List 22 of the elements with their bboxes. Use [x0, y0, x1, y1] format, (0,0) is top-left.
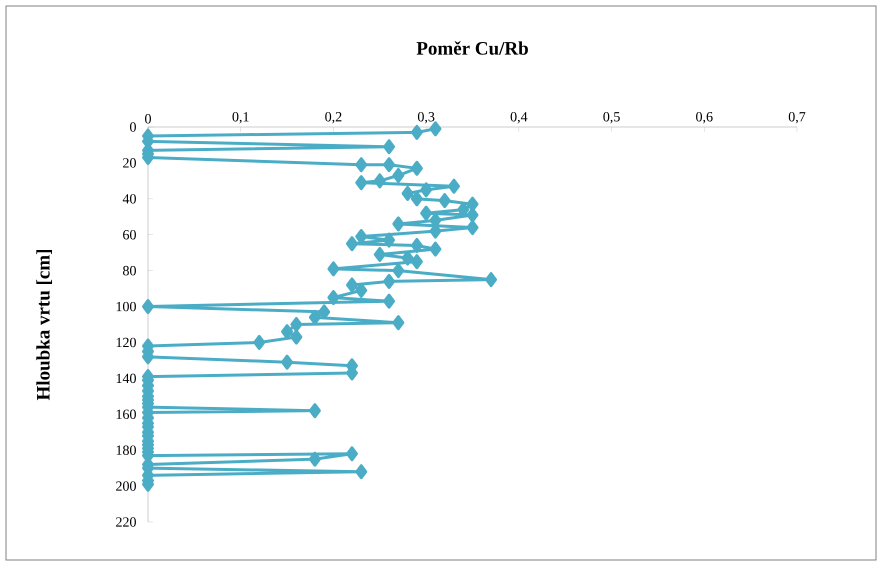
- y-tick-label: 40: [122, 194, 136, 204]
- y-tick-label: 80: [123, 266, 136, 276]
- y-tick-label: 100: [116, 302, 136, 312]
- y-tick-label: 60: [123, 230, 136, 240]
- x-tick-label: 0,3: [418, 112, 434, 124]
- y-tick-label: 120: [116, 338, 136, 348]
- x-tick-label: 0,1: [232, 112, 249, 124]
- x-tick-label: 0,2: [325, 112, 342, 124]
- y-tick-label: 160: [116, 410, 136, 420]
- x-tick-label: 0: [145, 114, 151, 124]
- y-tick-label: 140: [116, 374, 136, 384]
- x-tick-label: 0,6: [696, 112, 713, 124]
- y-tick-label: 220: [116, 517, 136, 527]
- x-axis-title: Poměr Cu/Rb: [416, 41, 528, 55]
- y-tick-label: 20: [123, 158, 136, 168]
- y-tick-label: 0: [130, 122, 136, 132]
- x-tick-label: 0,5: [603, 112, 620, 124]
- x-tick-label: 0,7: [788, 112, 806, 124]
- x-tick-label: 0,4: [510, 112, 528, 124]
- y-tick-label: 200: [116, 481, 136, 491]
- y-tick-label: 180: [116, 445, 136, 455]
- y-axis-title: Hloubka vrtu [cm]: [36, 250, 52, 400]
